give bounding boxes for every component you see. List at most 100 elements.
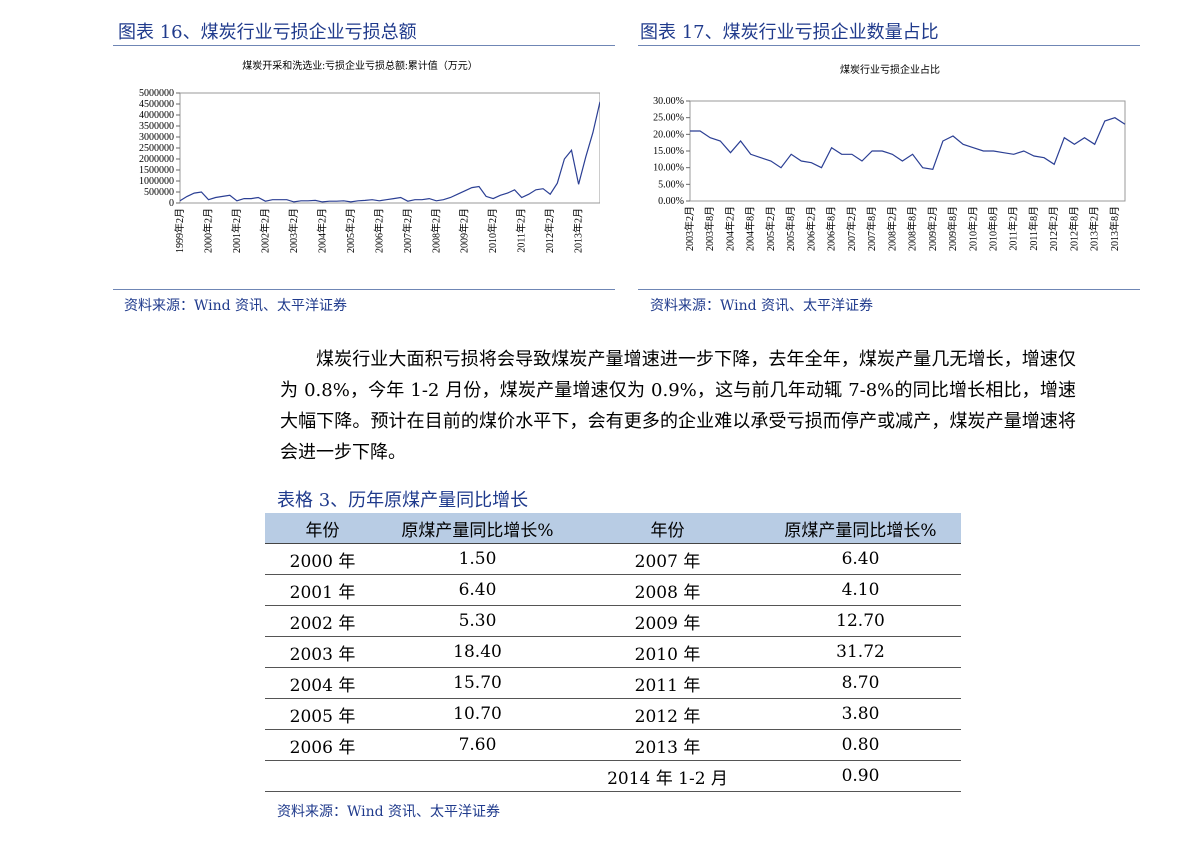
cell: 7.60 [380, 729, 575, 761]
x-tick-label: 2007年8月 [865, 206, 878, 251]
chart-title: 煤炭行业亏损企业占比 [840, 63, 940, 76]
x-tick-label: 2004年8月 [744, 206, 757, 251]
x-tick-label: 2007年2月 [845, 206, 858, 251]
rule [113, 45, 615, 46]
x-tick-label: 2009年2月 [458, 208, 471, 253]
x-tick-label: 2012年2月 [1047, 206, 1060, 251]
x-tick-label: 2003年8月 [703, 206, 716, 251]
y-tick-label: 1000000 [139, 176, 174, 187]
x-tick-label: 2006年8月 [825, 206, 838, 251]
data-line [690, 117, 1126, 170]
row: 2006 年 7.60 2013 年 0.80 [265, 729, 961, 761]
x-tick-label: 2013年8月 [1108, 206, 1121, 251]
y-tick-label: 5.00% [658, 179, 684, 190]
y-tick-label: 4000000 [139, 110, 174, 121]
x-tick-label: 1999年2月 [173, 208, 186, 253]
x-tick-label: 2010年2月 [486, 208, 499, 253]
cell: 2009 年 [575, 605, 760, 637]
y-tick-label: 500000 [144, 187, 174, 198]
row: 2005 年 10.70 2012 年 3.80 [265, 698, 961, 730]
cell: 2012 年 [575, 698, 760, 730]
y-tick-label: 25.00% [653, 113, 684, 124]
cell: 0.90 [760, 760, 961, 792]
chart: 煤炭开采和洗选业:亏损企业亏损总额:累计值（万元）050000010000001… [139, 59, 600, 253]
header-row: 年份 原煤产量同比增长% 年份 原煤产量同比增长% [265, 513, 961, 544]
cell: 0.80 [760, 729, 961, 761]
row: 2003 年 18.40 2010 年 31.72 [265, 636, 961, 668]
x-tick-label: 2000年2月 [201, 208, 214, 253]
row: 2002 年 5.30 2009 年 12.70 [265, 605, 961, 637]
y-tick-label: 1500000 [139, 165, 174, 176]
y-tick-label: 10.00% [653, 163, 684, 174]
x-tick-label: 2013年2月 [1088, 206, 1101, 251]
x-tick-label: 2004年2月 [723, 206, 736, 251]
cell: 8.70 [760, 667, 961, 699]
y-tick-label: 0 [169, 198, 174, 209]
x-tick-label: 2006年2月 [804, 206, 817, 251]
header-cell: 年份 [265, 513, 380, 544]
cell: 10.70 [380, 698, 575, 730]
x-tick-label: 2010年2月 [966, 206, 979, 251]
y-tick-label: 4500000 [139, 99, 174, 110]
cell: 2008 年 [575, 574, 760, 606]
cell: 3.80 [760, 698, 961, 730]
x-tick-label: 2012年8月 [1067, 206, 1080, 251]
source: 资料来源：Wind 资讯、太平洋证券 [650, 298, 874, 314]
chart-title: 煤炭开采和洗选业:亏损企业亏损总额:累计值（万元） [242, 59, 478, 72]
x-tick-label: 2006年2月 [372, 208, 385, 253]
rule [113, 289, 615, 290]
row: 2014 年 1-2 月 0.90 [265, 760, 961, 792]
figure-title: 图表 17、煤炭行业亏损企业数量占比 [640, 22, 939, 43]
cell: 12.70 [760, 605, 961, 637]
source: 资料来源：Wind 资讯、太平洋证券 [277, 804, 501, 820]
cell: 2013 年 [575, 729, 760, 761]
x-tick-label: 2009年8月 [946, 206, 959, 251]
cell: 2000 年 [265, 543, 380, 575]
y-tick-label: 0.00% [658, 196, 684, 207]
x-tick-label: 2007年2月 [401, 208, 414, 253]
y-tick-label: 2500000 [139, 143, 174, 154]
header-cell: 原煤产量同比增长% [760, 513, 961, 544]
table-title: 表格 3、历年原煤产量同比增长 [277, 490, 529, 511]
cell: 2014 年 1-2 月 [575, 760, 760, 792]
cell: 2006 年 [265, 729, 380, 761]
y-tick-label: 3000000 [139, 132, 174, 143]
cell: 1.50 [380, 543, 575, 575]
x-tick-label: 2003年2月 [287, 208, 300, 253]
cell: 15.70 [380, 667, 575, 699]
x-tick-label: 2001年2月 [230, 208, 243, 253]
row: 2001 年 6.40 2008 年 4.10 [265, 574, 961, 606]
cell: 2010 年 [575, 636, 760, 668]
plot-frame [179, 92, 600, 204]
cell: 5.30 [380, 605, 575, 637]
row: 2000 年 1.50 2007 年 6.40 [265, 543, 961, 575]
y-tick-label: 2000000 [139, 154, 174, 165]
cell: 2007 年 [575, 543, 760, 575]
cell: 4.10 [760, 574, 961, 606]
x-tick-label: 2012年2月 [543, 208, 556, 253]
x-tick-label: 2011年8月 [1027, 206, 1040, 251]
y-tick-label: 5000000 [139, 88, 174, 99]
rule [638, 289, 1140, 290]
y-tick-label: 30.00% [653, 96, 684, 107]
cell: 2004 年 [265, 667, 380, 699]
x-tick-label: 2008年2月 [885, 206, 898, 251]
cell: 2001 年 [265, 574, 380, 606]
cell: 2002 年 [265, 605, 380, 637]
cell: 31.72 [760, 636, 961, 668]
x-tick-label: 2004年2月 [315, 208, 328, 253]
figure-title: 图表 16、煤炭行业亏损企业亏损总额 [118, 22, 417, 43]
cell: 18.40 [380, 636, 575, 668]
x-tick-label: 2005年2月 [344, 208, 357, 253]
source: 资料来源：Wind 资讯、太平洋证券 [124, 298, 348, 314]
cell: 2003 年 [265, 636, 380, 668]
x-tick-label: 2002年2月 [258, 208, 271, 253]
header-cell: 年份 [575, 513, 760, 544]
cell [265, 760, 575, 792]
paragraph: 煤炭行业大面积亏损将会导致煤炭产量增速进一步下降，去年全年，煤炭产量几无增长，增… [280, 349, 1076, 463]
x-tick-label: 2010年8月 [986, 206, 999, 251]
table: 年份 原煤产量同比增长% 年份 原煤产量同比增长% 2000 年 1.50 2007 年 6.… [265, 513, 961, 792]
x-tick-label: 2005年2月 [764, 206, 777, 251]
row: 2004 年 15.70 2011 年 8.70 [265, 667, 961, 699]
